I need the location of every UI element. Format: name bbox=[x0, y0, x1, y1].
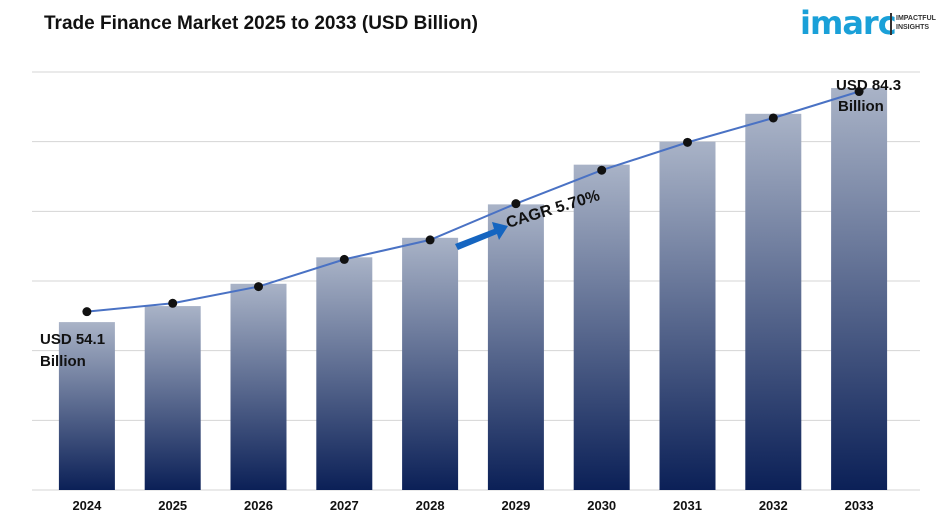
end-value-label-line1: USD 84.3 bbox=[836, 77, 901, 94]
bar-2025 bbox=[144, 306, 201, 490]
x-tick-2029: 2029 bbox=[501, 498, 530, 513]
start-value-label-line2: Billion bbox=[40, 353, 86, 370]
logo-wordmark: imarc bbox=[800, 4, 897, 42]
imarc-logo: imarc IMPACTFUL INSIGHTS bbox=[800, 4, 936, 46]
x-tick-2030: 2030 bbox=[587, 498, 616, 513]
cagr-arrow-icon bbox=[455, 222, 508, 250]
bars bbox=[58, 88, 888, 491]
bar-2031 bbox=[659, 141, 716, 490]
line-marker-2025 bbox=[168, 298, 178, 308]
x-axis-tick-labels: 2024 2025 2026 2027 2028 2029 2030 2031 2032 2033 bbox=[72, 498, 873, 513]
line-marker-2026 bbox=[254, 282, 263, 292]
line-marker-2024 bbox=[82, 307, 92, 317]
x-tick-2024: 2024 bbox=[72, 498, 102, 513]
line-marker-2031 bbox=[683, 137, 692, 147]
bar-2027 bbox=[316, 257, 373, 490]
bar-2030 bbox=[573, 164, 630, 490]
bar-2032 bbox=[745, 113, 802, 491]
start-value-label-line1: USD 54.1 bbox=[40, 331, 105, 348]
line-marker-2032 bbox=[768, 113, 778, 123]
bar-2024 bbox=[58, 322, 115, 490]
x-tick-2033: 2033 bbox=[845, 498, 874, 513]
trend-line bbox=[82, 87, 864, 317]
bar-2028 bbox=[402, 237, 459, 490]
x-tick-2032: 2032 bbox=[759, 498, 788, 513]
line-marker-2033 bbox=[854, 87, 864, 97]
logo-divider bbox=[890, 13, 892, 35]
bar-2029 bbox=[487, 204, 544, 490]
bar-2033 bbox=[831, 88, 888, 491]
end-value-label-line2: Billion bbox=[838, 98, 884, 115]
line-marker-2030 bbox=[597, 165, 607, 175]
line-marker-2029 bbox=[511, 199, 521, 209]
line-marker-2028 bbox=[425, 235, 435, 245]
x-tick-2025: 2025 bbox=[158, 498, 187, 513]
x-tick-2027: 2027 bbox=[330, 498, 359, 513]
x-tick-2028: 2028 bbox=[416, 498, 445, 513]
chart-title: Trade Finance Market 2025 to 2033 (USD B… bbox=[44, 13, 478, 34]
x-tick-2031: 2031 bbox=[673, 498, 702, 513]
bar-2026 bbox=[230, 283, 287, 490]
x-tick-2026: 2026 bbox=[244, 498, 273, 513]
logo-tagline: IMPACTFUL INSIGHTS bbox=[896, 15, 936, 31]
line-marker-2027 bbox=[339, 254, 349, 264]
trend-line-path bbox=[86, 90, 860, 313]
